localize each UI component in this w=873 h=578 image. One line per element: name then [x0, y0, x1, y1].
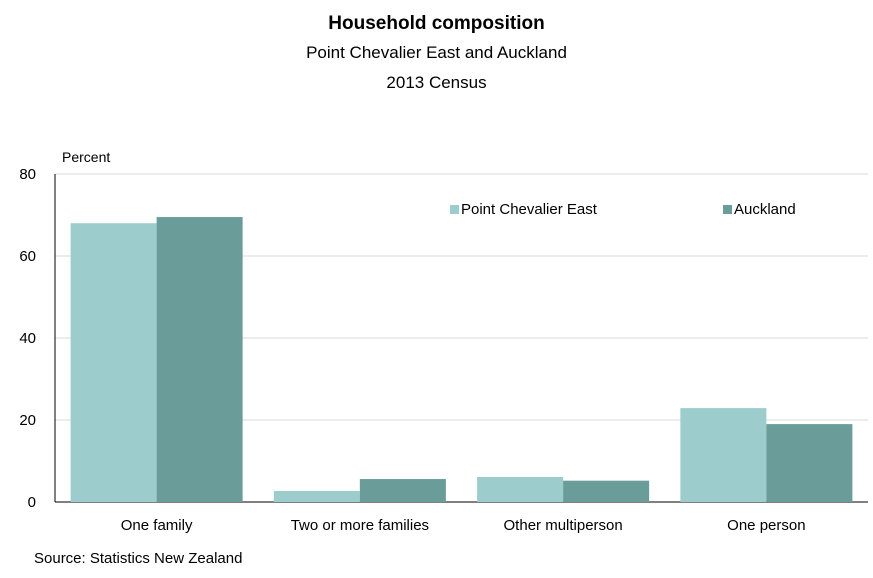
- bar-point-chevalier-east-0: [70, 223, 157, 502]
- bar-auckland-0: [156, 217, 243, 503]
- y-tick-label-20: 20: [19, 412, 36, 429]
- bar-point-chevalier-east-2: [477, 476, 564, 502]
- legend-swatch-1: [723, 205, 732, 214]
- y-tick-label-80: 80: [19, 166, 36, 183]
- source-note: Source: Statistics New Zealand: [34, 550, 243, 567]
- legend-label-0: Point Chevalier East: [461, 201, 598, 218]
- y-axis-title: Percent: [62, 149, 110, 165]
- y-tick-label-40: 40: [19, 330, 36, 347]
- title-block: Household composition Point Chevalier Ea…: [0, 10, 873, 98]
- x-tick-label-0: One family: [121, 517, 193, 534]
- bar-point-chevalier-east-1: [273, 490, 360, 502]
- x-tick-label-1: Two or more families: [291, 517, 429, 534]
- legend-label-1: Auckland: [734, 201, 796, 218]
- chart-title: Household composition: [328, 13, 545, 34]
- y-tick-label-0: 0: [28, 494, 36, 511]
- x-tick-label-2: Other multiperson: [504, 517, 623, 534]
- chart-subtitle-area: Point Chevalier East and Auckland: [306, 43, 567, 62]
- legend-swatch-0: [450, 205, 459, 214]
- bar-auckland-1: [359, 479, 446, 502]
- bar-auckland-3: [766, 424, 853, 502]
- x-tick-label-3: One person: [727, 517, 805, 534]
- chart-subtitle-census: 2013 Census: [386, 73, 487, 92]
- y-tick-label-60: 60: [19, 248, 36, 265]
- bar-auckland-2: [563, 480, 650, 502]
- bar-point-chevalier-east-3: [680, 408, 767, 502]
